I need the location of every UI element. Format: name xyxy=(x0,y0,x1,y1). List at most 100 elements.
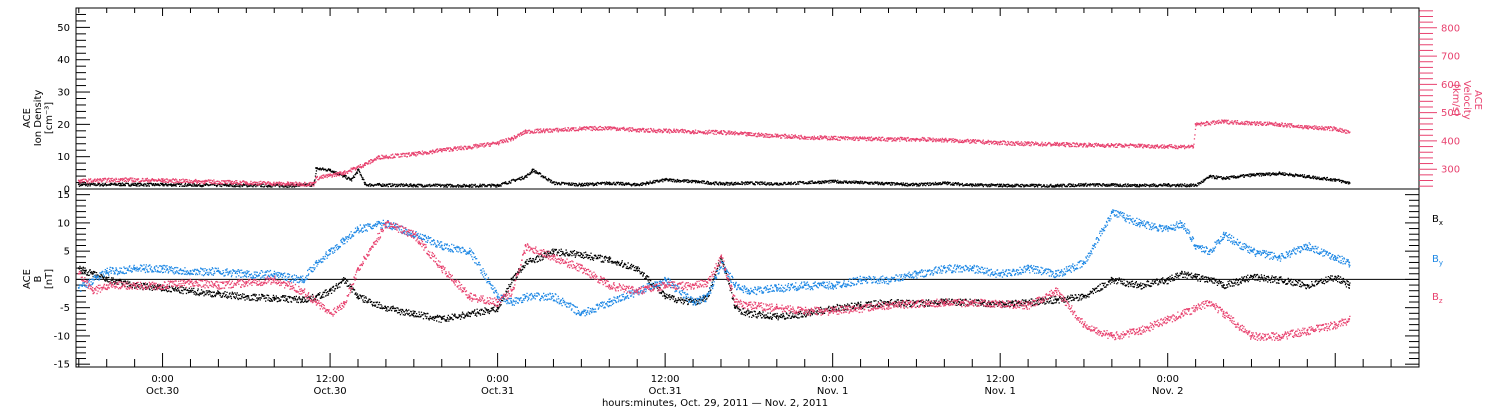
velocity-series-point xyxy=(203,180,206,183)
top-left-tick-label: 0 xyxy=(64,185,70,196)
bx-series-point xyxy=(1194,275,1197,278)
x-tick-date-label: Oct.31 xyxy=(649,386,682,397)
velocity-series-point xyxy=(859,137,862,140)
bz-series-point xyxy=(971,301,974,303)
bx-series-point xyxy=(1166,278,1169,281)
x-tick-time-label: 0:00 xyxy=(1156,374,1178,385)
x-tick-time-label: 0:00 xyxy=(821,374,843,385)
by-series-point xyxy=(217,269,220,272)
density-series-point xyxy=(468,184,471,187)
velocity-series-point xyxy=(412,152,415,155)
bx-series-point xyxy=(580,253,583,255)
top-left-tick-label: 30 xyxy=(57,88,70,99)
bz-series-point xyxy=(315,301,318,303)
velocity-series-point xyxy=(747,132,750,135)
density-series-point xyxy=(1166,183,1169,186)
bottom-tick-label: 15 xyxy=(57,190,70,201)
bx-series-point xyxy=(105,278,108,281)
density-series-point xyxy=(350,178,352,181)
bx-series-point xyxy=(189,289,192,292)
density-series-point xyxy=(1208,175,1211,178)
velocity-series-point xyxy=(775,134,778,137)
bx-series-point xyxy=(1180,272,1183,275)
bz-series-point xyxy=(1194,306,1197,309)
bz-series-point xyxy=(510,289,513,292)
top-ylabel-right-1: ACE xyxy=(1472,90,1483,110)
by-series-point xyxy=(343,238,345,241)
velocity-series-point xyxy=(377,155,380,158)
bz-series-point xyxy=(77,272,80,275)
legend-by-label: B xyxy=(1432,254,1439,265)
density-series-point xyxy=(580,183,583,186)
density-series-point xyxy=(357,168,359,171)
velocity-series-point xyxy=(312,182,315,185)
by-series-point xyxy=(775,286,778,289)
bz-series-point xyxy=(831,309,834,312)
by-series-point xyxy=(1348,261,1351,264)
bottom-frame xyxy=(75,188,1420,368)
bz-series-point xyxy=(301,289,304,292)
by-series-point xyxy=(301,278,304,281)
density-series-point xyxy=(1138,183,1141,186)
by-series-point xyxy=(440,244,443,247)
bx-series-point xyxy=(747,312,750,315)
by-series-point xyxy=(915,272,918,275)
density-series-point xyxy=(943,181,946,184)
by-series-point xyxy=(1194,244,1197,247)
bottom-ylabel-3: [nT] xyxy=(44,269,55,289)
bz-series-point xyxy=(692,284,695,287)
by-series-point xyxy=(105,269,108,272)
by-series-point xyxy=(1166,227,1169,230)
bx-series-point xyxy=(217,292,220,295)
by-series-point xyxy=(496,295,499,298)
bx-series-point xyxy=(859,303,862,306)
bx-series-point xyxy=(733,306,736,309)
x-tick-date-label: Nov. 1 xyxy=(817,386,848,397)
bx-series-point xyxy=(636,267,639,270)
bz-series-point xyxy=(1278,334,1281,337)
velocity-series-point xyxy=(803,135,806,138)
legend-bx-label: B xyxy=(1432,214,1439,225)
by-series-point xyxy=(747,289,750,292)
velocity-series-point xyxy=(692,130,695,132)
density-series-point xyxy=(1334,178,1337,181)
legend-by-sub: y xyxy=(1439,259,1443,267)
top-ylabel-left-3: [cm⁻³] xyxy=(44,102,55,134)
velocity-series-point xyxy=(720,130,722,133)
x-tick-date-label: Nov. 1 xyxy=(984,386,1015,397)
by-series-point xyxy=(468,250,471,253)
by-series-point xyxy=(803,284,806,287)
bz-series-point xyxy=(636,289,639,292)
by-series-point xyxy=(831,284,834,287)
by-series-point xyxy=(273,272,276,275)
density-series-point xyxy=(329,168,332,171)
legend-bz-sub: z xyxy=(1439,297,1443,305)
density-series-point xyxy=(971,183,974,186)
velocity-series-point xyxy=(315,176,318,179)
bz-series-point xyxy=(887,303,890,306)
velocity-series-point xyxy=(287,182,290,185)
velocity-series-point xyxy=(831,136,834,139)
velocity-series-point xyxy=(887,137,890,140)
bz-series-point xyxy=(915,302,918,305)
bottom-tick-label: -10 xyxy=(54,331,70,342)
density-series-point xyxy=(161,183,164,186)
by-series-point xyxy=(329,250,332,253)
by-series-point xyxy=(1180,221,1183,224)
velocity-series xyxy=(78,119,1351,187)
bx-series-point xyxy=(245,295,248,298)
bz-series-point xyxy=(343,301,345,303)
top-right-tick-label: 300 xyxy=(1441,165,1460,176)
x-tick-time-label: 12:00 xyxy=(316,374,345,385)
density-series-point xyxy=(915,183,918,186)
by-series-point xyxy=(706,295,708,298)
bz-series-point xyxy=(524,244,527,247)
bx-series-point xyxy=(440,318,443,320)
bottom-ylabel-2: B xyxy=(33,275,44,282)
x-tick-time-label: 12:00 xyxy=(651,374,680,385)
velocity-series-point xyxy=(1222,120,1225,123)
x-axis: 0:00Oct.3012:00Oct.300:00Oct.3112:00Oct.… xyxy=(78,8,1420,397)
by-series-point xyxy=(91,278,94,281)
velocity-series-point xyxy=(468,145,471,148)
